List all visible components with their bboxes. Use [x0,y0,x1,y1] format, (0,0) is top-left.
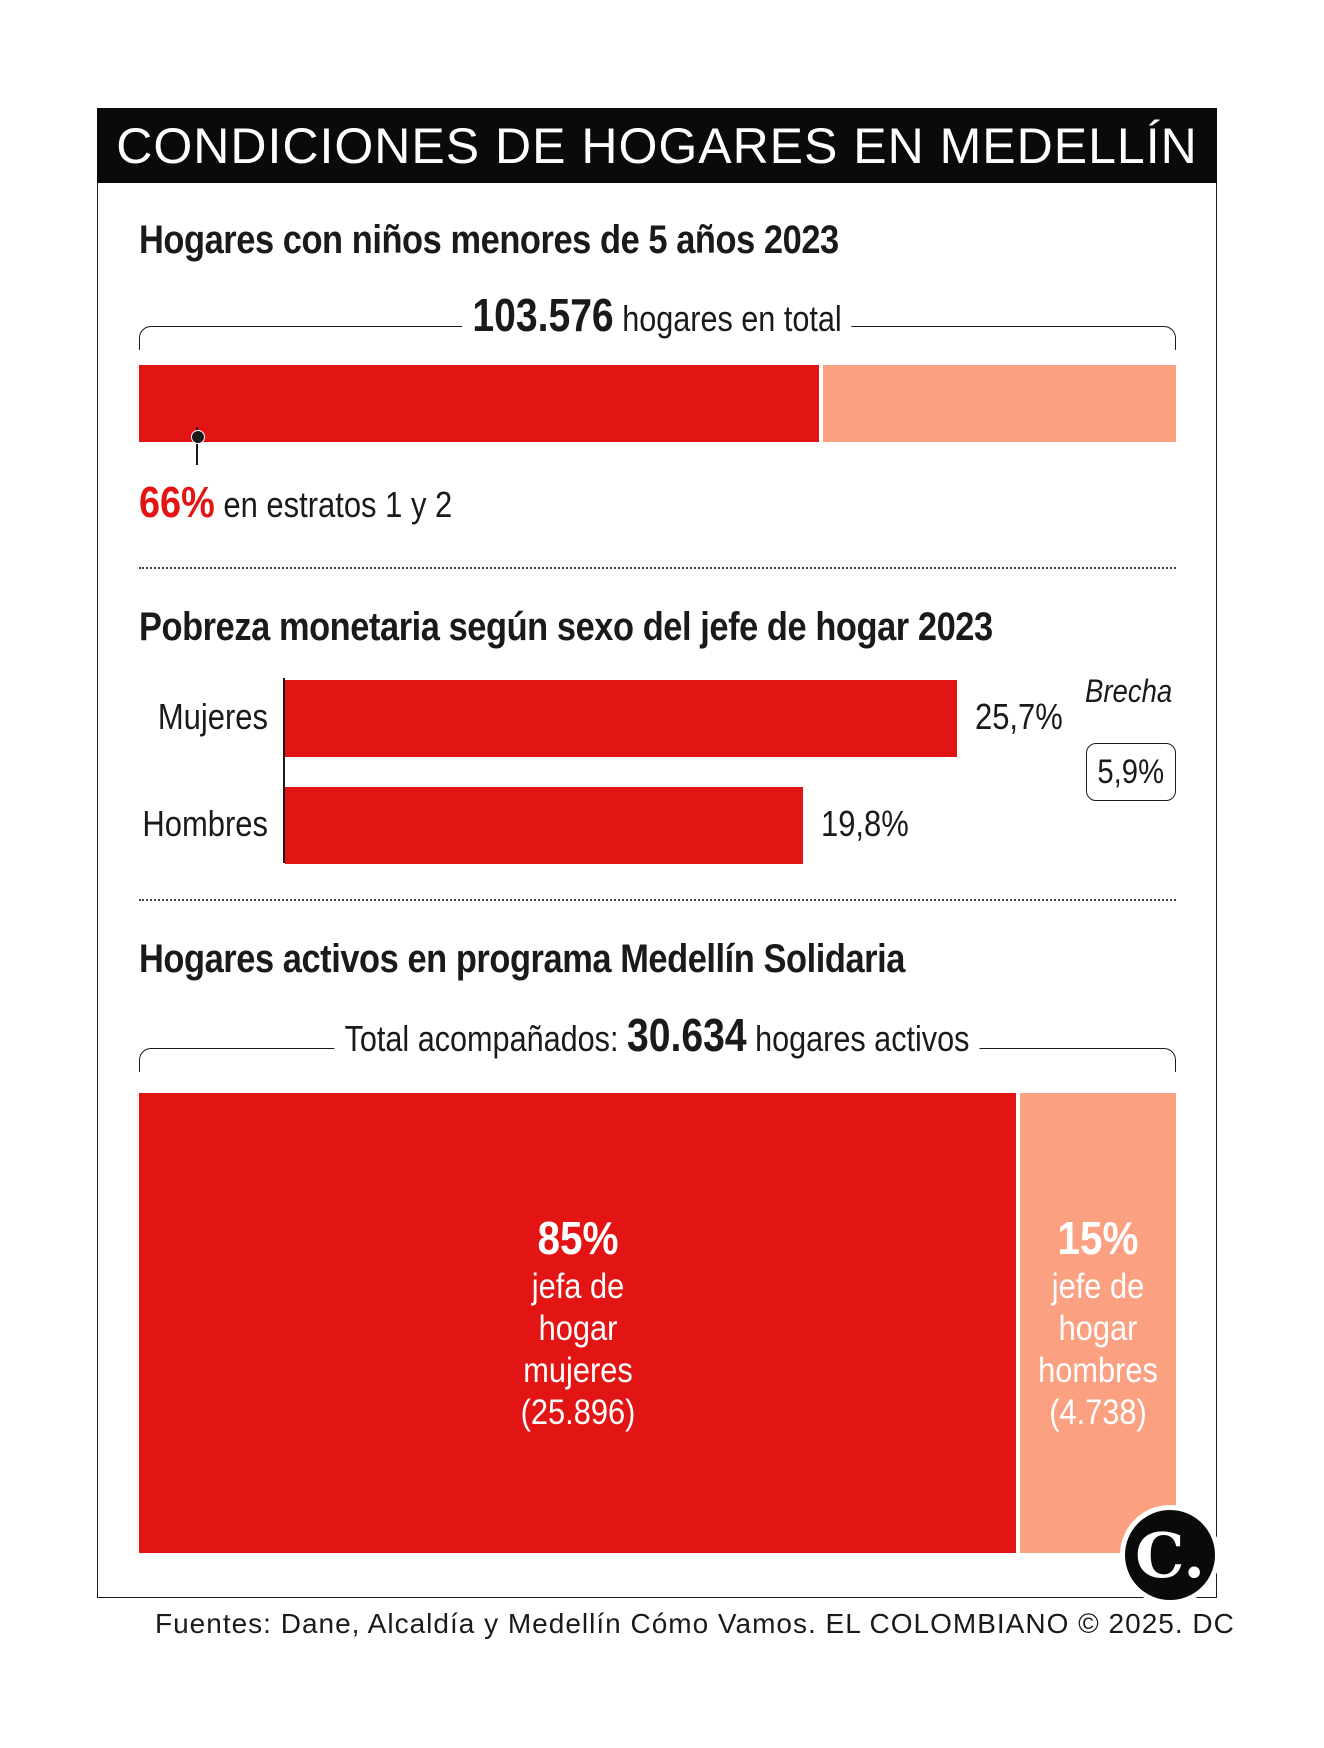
section2-value-hombres: 19,8% [820,803,909,844]
section3-segment-label-2: 15% jefe de hogar hombres (4.738) [1038,1210,1158,1434]
section1-title: Hogares con niños menores de 5 años 2023 [139,218,839,262]
section2-category-hombres: Hombres [142,803,268,844]
section1-highlight: 66% en estratos 1 y 2 [139,478,452,528]
section2-value-mujeres: 25,7% [975,696,1063,737]
logo-letter: C. [1135,1518,1205,1592]
section2-axis-line [283,678,285,863]
brecha-value: 5,9% [1097,752,1165,791]
el-colombiano-logo: C. [1120,1505,1220,1605]
section1-bar-segment-1 [139,365,820,442]
section1-highlight-text: en estratos 1 y 2 [223,484,453,525]
section3-title: Hogares activos en programa Medellín Sol… [139,937,905,981]
main-title-text: CONDICIONES DE HOGARES EN MEDELLÍN [116,117,1198,174]
section1-total-value: 103.576 [472,289,614,341]
section3-segment-1-line-3: mujeres [522,1351,633,1390]
section1-total-suffix: hogares en total [622,298,842,339]
section1-total-label: 103.576 hogares en total [462,288,852,342]
section3-segment-percent-1: 85% [537,1212,619,1264]
section3-segment-label-1: 85% jefa de hogar mujeres (25.896) [520,1210,635,1434]
section3-bar-segment-1 [139,1093,1017,1553]
source-note: Fuentes: Dane, Alcaldía y Medellín Cómo … [155,1608,1235,1639]
section3-segment-1-line-1: jefa de [531,1267,624,1306]
brecha-label: Brecha [1085,673,1173,709]
divider-1 [139,567,1176,569]
section3-segment-1-line-4: (25.896) [520,1393,636,1432]
section3-total-label: Total acompañados: 30.634 hogares activo… [334,1008,980,1062]
section3-total-suffix: hogares activos [755,1018,970,1059]
section2-bar-mujeres [285,680,957,757]
section2-category-mujeres: Mujeres [157,696,268,737]
section3-segment-2-line-2: hogar [1058,1309,1138,1348]
section1-pointer-dot [191,430,205,444]
section3-total-prefix: Total acompañados: [344,1018,619,1059]
section1-bar-segment-2 [823,365,1176,442]
section3-segment-2-line-3: hombres [1038,1351,1159,1390]
section3-total-value: 30.634 [626,1009,747,1061]
section1-pointer-line [196,427,198,465]
divider-2 [139,899,1176,901]
section3-bar-segment-2 [1020,1093,1176,1553]
section3-segment-2-line-1: jefe de [1051,1267,1145,1306]
section3-segment-percent-2: 15% [1057,1212,1139,1264]
section3-segment-2-line-4: (4.738) [1049,1393,1148,1432]
section2-title: Pobreza monetaria según sexo del jefe de… [139,605,993,649]
brecha-value-box: 5,9% [1086,743,1176,801]
main-title: CONDICIONES DE HOGARES EN MEDELLÍN [97,108,1217,183]
section1-highlight-pct: 66% [139,478,215,527]
section2-bar-hombres [285,787,803,864]
section3-segment-1-line-2: hogar [538,1309,618,1348]
